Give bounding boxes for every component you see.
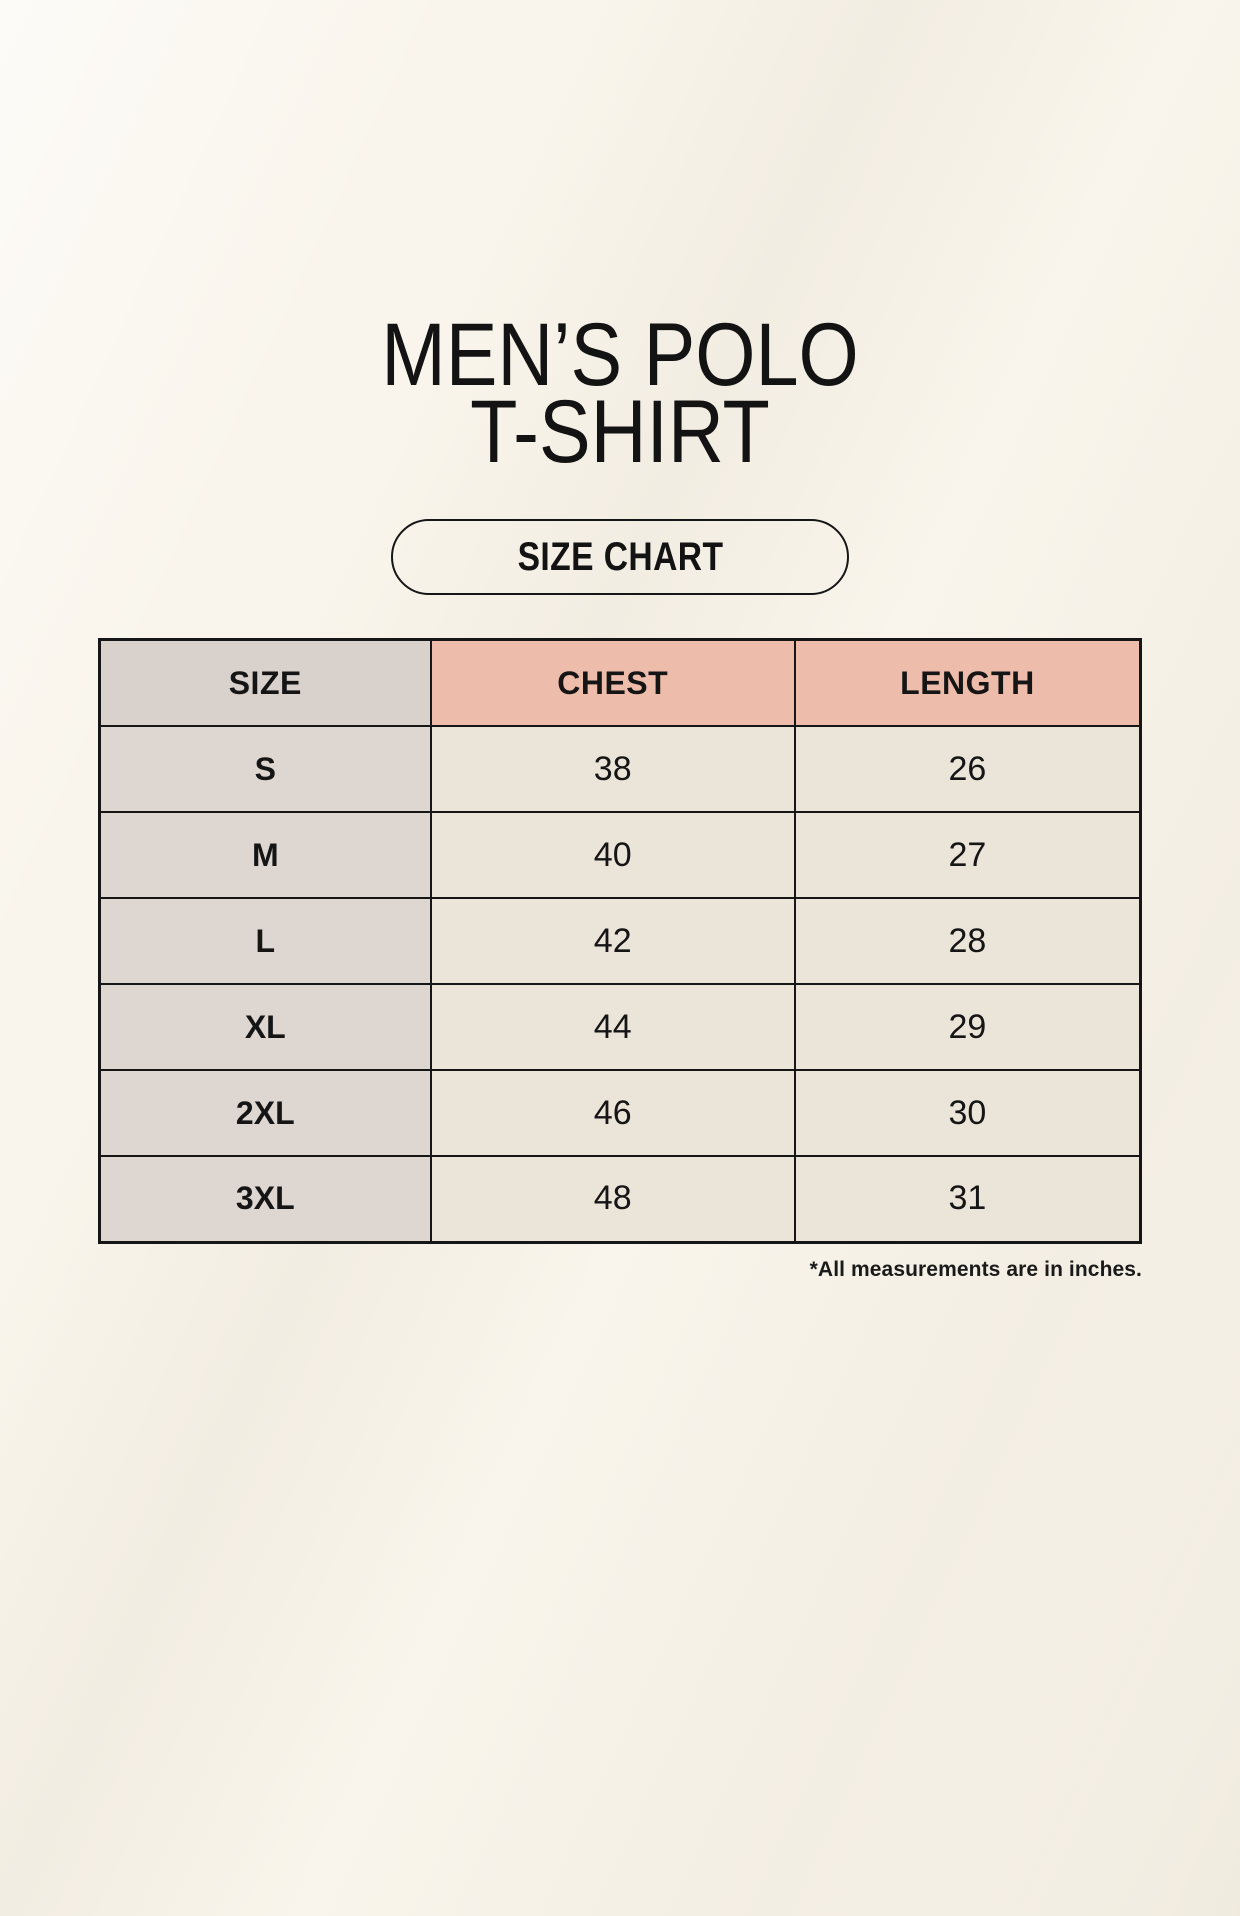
table-row-s: S 38 26: [98, 725, 1142, 813]
header-chest: CHEST: [429, 638, 796, 727]
length-cell: 30: [793, 1069, 1142, 1157]
length-cell: 26: [793, 725, 1142, 813]
length-cell: 29: [793, 983, 1142, 1071]
measurements-footnote: *All measurements are in inches.: [809, 1257, 1142, 1281]
chest-cell: 38: [429, 725, 796, 813]
chest-cell: 40: [429, 811, 796, 899]
size-cell: XL: [98, 983, 432, 1071]
chest-cell: 42: [429, 897, 796, 985]
length-cell: 28: [793, 897, 1142, 985]
chest-cell: 48: [429, 1155, 796, 1243]
length-cell: 27: [793, 811, 1142, 899]
size-table: SIZE CHEST LENGTH S 38 26 M 40 27 L 42 2…: [98, 638, 1142, 1244]
page-title-line-2: T-SHIRT: [470, 381, 770, 481]
header-length: LENGTH: [793, 638, 1142, 727]
chest-cell: 46: [429, 1069, 796, 1157]
table-header-row: SIZE CHEST LENGTH: [98, 638, 1142, 727]
table-row-m: M 40 27: [98, 811, 1142, 899]
table-row-xl: XL 44 29: [98, 983, 1142, 1071]
table-row-2xl: 2XL 46 30: [98, 1069, 1142, 1157]
length-cell: 31: [793, 1155, 1142, 1243]
table-row-3xl: 3XL 48 31: [98, 1155, 1142, 1243]
page-title-line-1: MEN’S POLO: [381, 304, 859, 404]
size-chart-page: MEN’S POLO T-SHIRT SIZE CHART SIZE CHEST…: [0, 304, 1240, 1282]
size-chart-badge: SIZE CHART: [391, 519, 849, 595]
size-cell: S: [98, 725, 432, 813]
chest-cell: 44: [429, 983, 796, 1071]
size-cell: 3XL: [98, 1155, 432, 1243]
size-chart-badge-label: SIZE CHART: [517, 534, 723, 579]
page-title: MEN’S POLO T-SHIRT: [81, 304, 1160, 481]
size-cell: M: [98, 811, 432, 899]
size-cell: L: [98, 897, 432, 985]
header-size: SIZE: [98, 638, 432, 727]
table-row-l: L 42 28: [98, 897, 1142, 985]
size-cell: 2XL: [98, 1069, 432, 1157]
